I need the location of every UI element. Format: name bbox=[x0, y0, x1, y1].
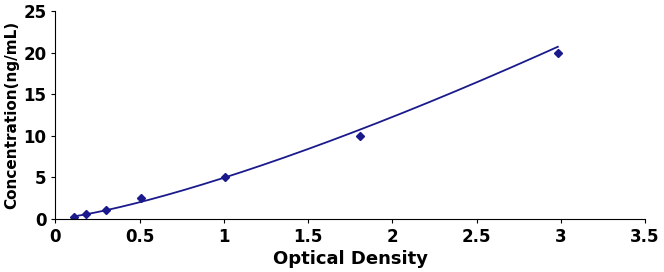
X-axis label: Optical Density: Optical Density bbox=[273, 250, 428, 268]
Y-axis label: Concentration(ng/mL): Concentration(ng/mL) bbox=[4, 21, 19, 209]
